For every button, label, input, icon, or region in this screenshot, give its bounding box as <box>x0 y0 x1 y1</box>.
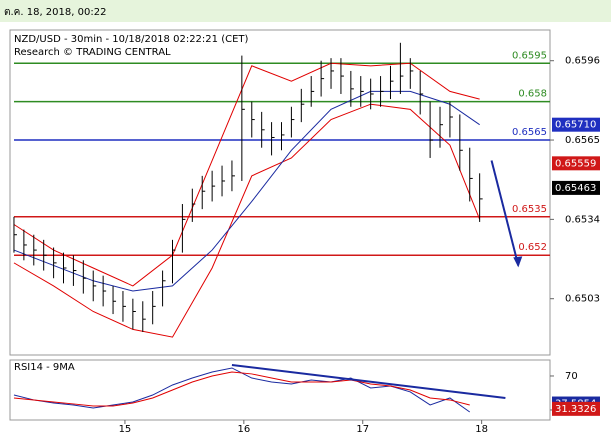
x-tick-label: 15 <box>119 424 132 435</box>
price-tag-label: 31.3326 <box>555 404 596 415</box>
timestamp: ต.ค. 18, 2018, 00:22 <box>4 7 106 18</box>
level-label: 0.6565 <box>512 127 547 138</box>
rsi-frame <box>9 359 551 421</box>
level-label: 0.652 <box>518 242 547 253</box>
overlay-line <box>13 62 480 287</box>
price-tag <box>552 156 600 171</box>
chart-title: NZD/USD - 30min - 10/18/2018 02:22:21 (C… <box>14 34 248 45</box>
overlay-line <box>13 103 481 338</box>
x-tick-label: 18 <box>475 424 488 435</box>
chart-subtitle: Research © TRADING CENTRAL <box>14 47 171 58</box>
arrow-head <box>513 256 523 268</box>
level-label: 0.6535 <box>512 204 547 215</box>
price-tag-label: 0.65559 <box>555 158 596 169</box>
y-tick-label: 0.6534 <box>565 214 600 225</box>
level-label: 0.6595 <box>512 50 547 61</box>
y-tick-label: 0.6565 <box>565 135 600 146</box>
rsi-title: RSI14 - 9MA <box>14 362 75 373</box>
header-bar <box>0 0 611 22</box>
price-tag <box>552 180 600 195</box>
rsi-trendline <box>231 364 506 399</box>
rsi-line <box>13 371 470 407</box>
level-label: 0.658 <box>518 89 547 100</box>
y-tick-label: 70 <box>565 371 578 382</box>
x-tick-label: 17 <box>356 424 369 435</box>
y-tick-label: 0.6503 <box>565 294 600 305</box>
price-frame <box>9 29 551 356</box>
forecast-arrow <box>490 160 520 266</box>
x-tick-label: 16 <box>237 424 250 435</box>
y-tick-label: 0.6596 <box>565 56 600 67</box>
price-tag <box>552 117 600 132</box>
rsi-line <box>13 367 471 413</box>
price-tag-label: 0.65463 <box>555 183 596 194</box>
price-tag <box>552 401 600 416</box>
price-tag-label: 0.65710 <box>555 120 596 131</box>
